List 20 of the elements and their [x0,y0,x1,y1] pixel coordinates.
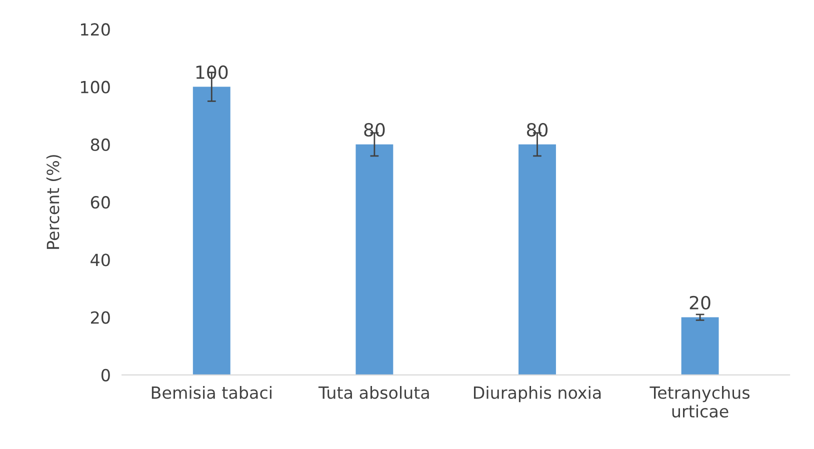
y-tick-label: 20 [91,311,110,324]
bar [681,317,719,375]
y-tick-label: 80 [90,138,110,151]
y-axis-title: Percent (%) [46,155,62,249]
data-label: 20 [690,296,710,310]
bar [356,144,394,375]
data-label: 100 [196,65,228,79]
data-label: 80 [526,122,548,137]
y-tick-label: 40 [90,254,110,266]
y-tick-label: 100 [81,80,110,94]
bar [518,144,556,375]
x-tick-label: Bemisia tabaci [152,386,272,399]
y-tick-label: 60 [90,196,110,209]
x-tick-label: Tetranychus urticae [650,386,750,418]
y-tick-label: 0 [101,368,110,382]
y-tick-label: 120 [81,23,110,36]
data-label: 80 [364,122,385,137]
x-tick-label: Tuta absoluta [318,386,429,399]
bar [192,86,230,375]
x-tick-label: Diuraphis noxia [474,386,601,402]
